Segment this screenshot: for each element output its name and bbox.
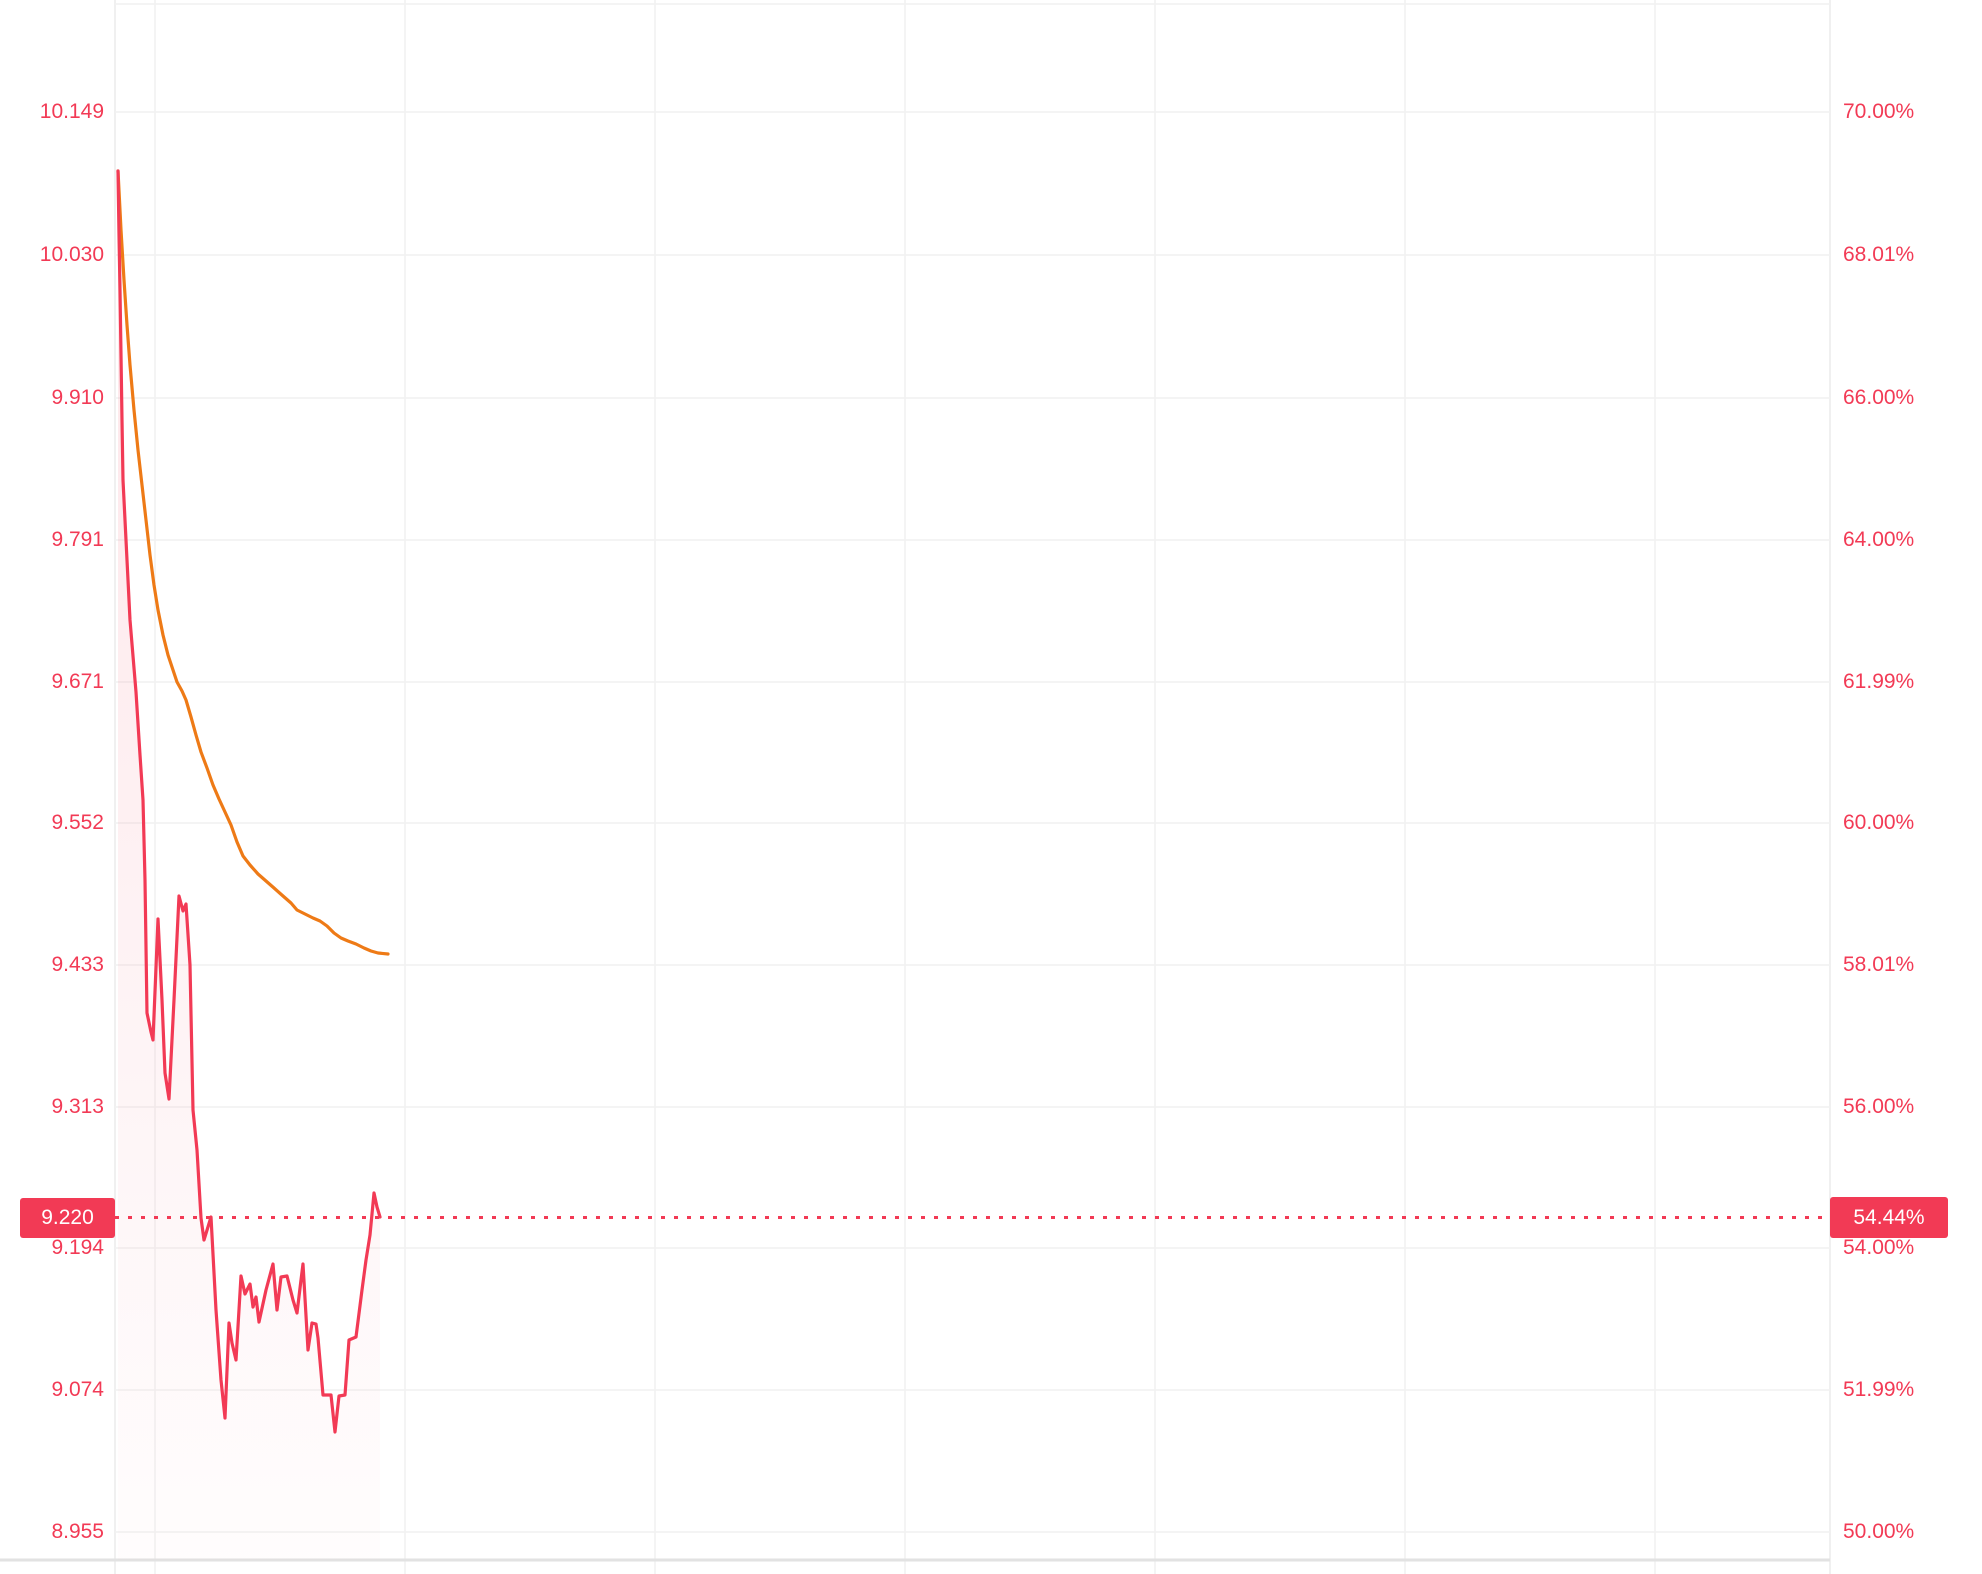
price-line-series — [116, 169, 382, 1434]
price-axis-tick-label: 9.433 — [51, 953, 104, 976]
price-axis-tick-label: 8.955 — [51, 1520, 104, 1543]
price-axis-tick-label: 10.030 — [39, 243, 104, 266]
percent-axis-tick-label: 54.00% — [1843, 1236, 1915, 1259]
percent-axis-tick-label: 61.99% — [1843, 670, 1915, 693]
price-axis-tick-label: 9.074 — [51, 1378, 104, 1401]
current-percent-badge: 54.44% — [1830, 1197, 1948, 1238]
percent-axis-tick-label: 64.00% — [1843, 528, 1915, 551]
percent-axis-tick-label: 68.01% — [1843, 243, 1915, 266]
percent-axis-tick-label: 56.00% — [1843, 1095, 1915, 1118]
price-axis-tick-label: 9.791 — [51, 528, 104, 551]
price-area-fill — [118, 171, 380, 1560]
price-axis-tick-label: 9.313 — [51, 1095, 104, 1118]
percent-axis-tick-label: 50.00% — [1843, 1520, 1915, 1543]
reference-line-series — [116, 169, 390, 956]
price-axis-tick-label: 9.194 — [51, 1236, 104, 1259]
percent-axis-tick-label: 51.99% — [1843, 1378, 1915, 1401]
percent-axis-tick-label: 70.00% — [1843, 100, 1915, 123]
percent-axis-tick-label: 66.00% — [1843, 386, 1915, 409]
price-axis-tick-label: 10.149 — [39, 100, 104, 123]
percent-axis-tick-label: 60.00% — [1843, 811, 1915, 834]
percent-axis-tick-label: 58.01% — [1843, 953, 1915, 976]
current-price-badge: 9.220 — [20, 1198, 115, 1238]
price-axis-tick-label: 9.910 — [51, 386, 104, 409]
price-axis-tick-label: 9.552 — [51, 811, 104, 834]
price-axis-tick-label: 9.671 — [51, 670, 104, 693]
